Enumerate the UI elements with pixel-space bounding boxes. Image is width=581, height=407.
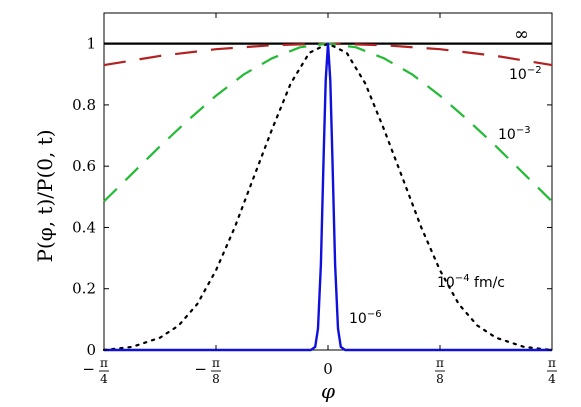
curve-1e-4 (102, 42, 554, 352)
x-tick-label: 0 (323, 360, 333, 378)
x-tick-numerator: π (100, 356, 108, 370)
curve-labels: ∞ 10−2 10−3 10−4 fm/c 10−6 (349, 24, 542, 327)
x-tick-label: π4 (547, 356, 557, 386)
label-1e-3: 10−3 (498, 125, 531, 143)
curve-1e-3 (103, 42, 553, 203)
curve-1e-6 (104, 42, 552, 352)
x-tick-denominator: 8 (212, 372, 220, 386)
y-tick-label: 0.4 (72, 218, 96, 236)
x-axis-label: φ (321, 379, 335, 403)
x-tick-label: π8 (435, 356, 445, 386)
plot-frame (103, 12, 553, 351)
label-1e-4: 10−4 fm/c (437, 273, 505, 291)
label-1e-6: 10−6 (349, 309, 382, 327)
x-tick-numerator: π (436, 356, 444, 370)
label-infinity: ∞ (514, 24, 529, 45)
x-tick-numerator: π (212, 356, 220, 370)
x-tick-sign: − (82, 360, 95, 378)
plot-area (103, 12, 553, 351)
x-tick-label: − π 4 (82, 356, 109, 386)
x-tick-sign: − (194, 360, 207, 378)
y-axis-ticks: 0 0.2 0.4 0.6 0.8 1 (72, 35, 552, 359)
x-tick-denominator: 4 (100, 372, 108, 386)
curves (102, 42, 554, 352)
y-tick-label: 0 (86, 341, 96, 359)
y-tick-label: 0.2 (72, 280, 96, 298)
x-tick-denominator: 4 (548, 372, 556, 386)
y-tick-label: 0.8 (72, 96, 96, 114)
x-tick-denominator: 8 (436, 372, 444, 386)
x-tick-numerator: π (548, 356, 556, 370)
y-axis-label: P(φ, t)/P(0, t) (33, 129, 57, 262)
x-tick-label: − π 8 (194, 356, 221, 386)
y-tick-label: 0.6 (72, 157, 96, 175)
label-1e-2: 10−2 (509, 65, 542, 83)
y-tick-label: 1 (86, 35, 96, 53)
